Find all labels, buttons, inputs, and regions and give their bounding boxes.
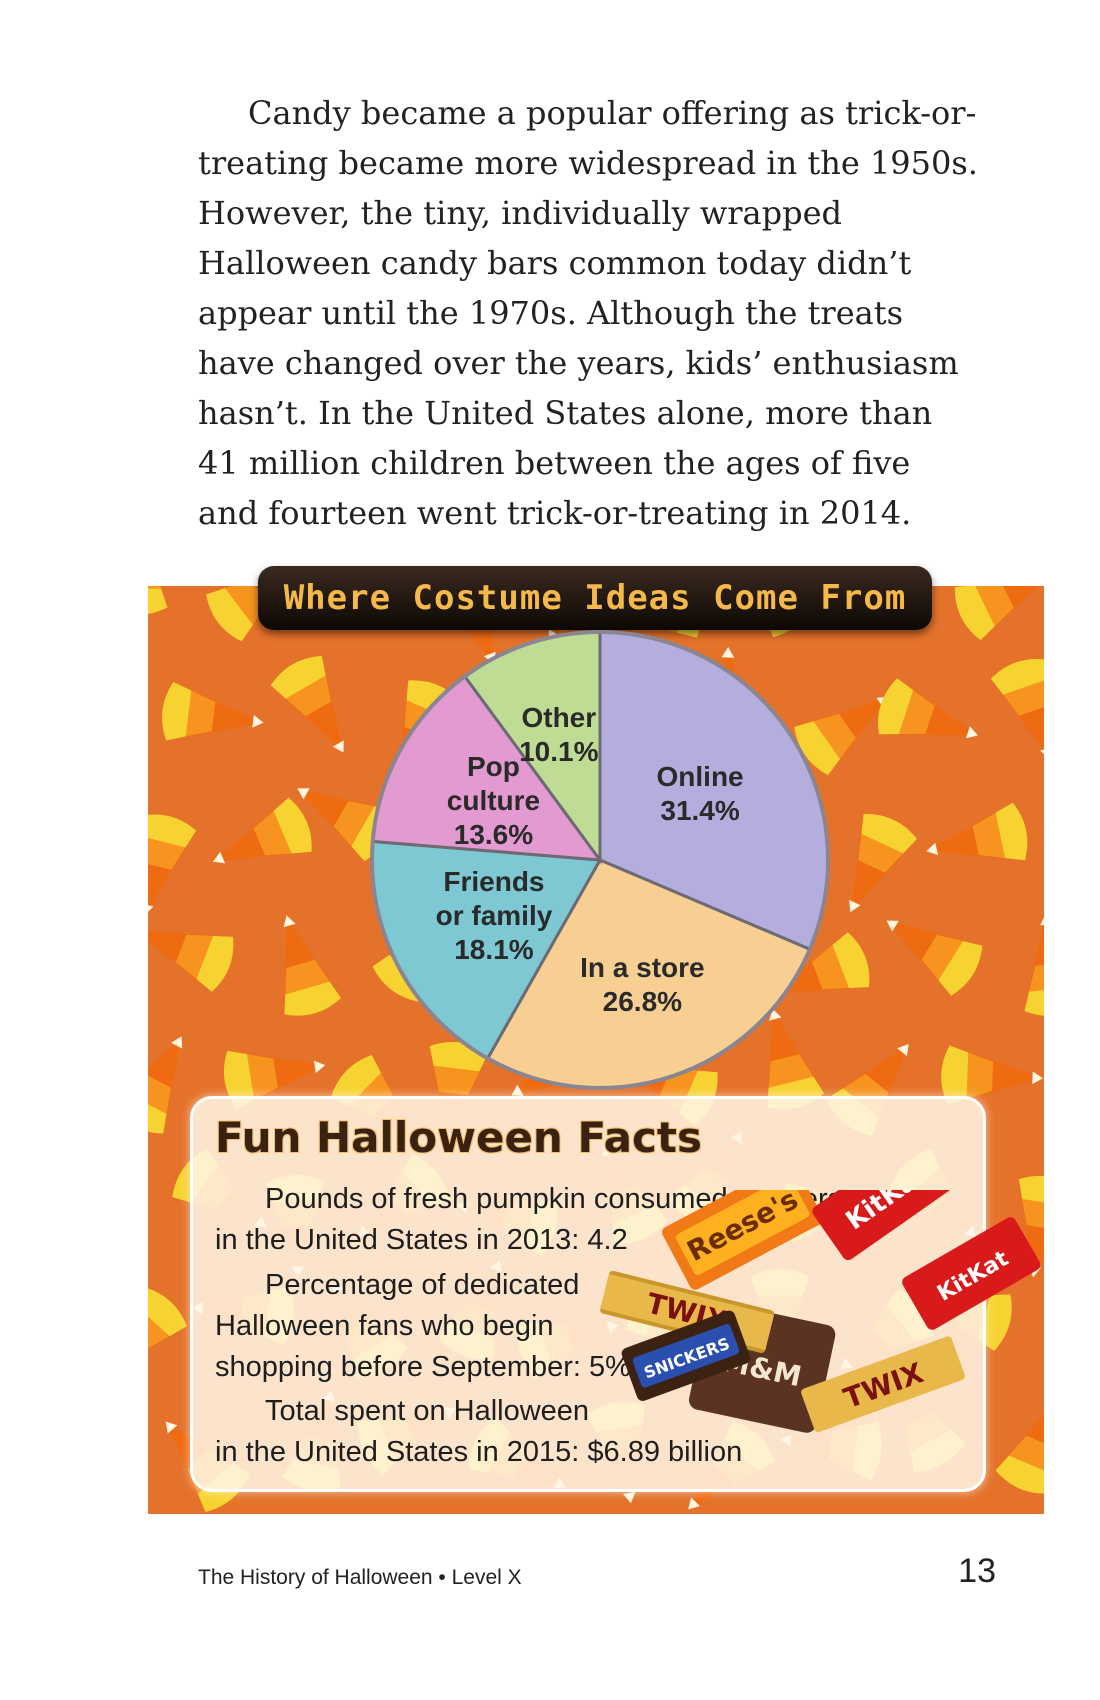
pie-slice-name: Other	[521, 701, 597, 733]
pie-slice-value: 13.6%	[453, 818, 534, 850]
pie-slice-value: 26.8%	[602, 986, 683, 1018]
pie-chart-svg	[370, 630, 830, 1090]
pie-chart	[360, 620, 840, 1100]
chart-title: Where Costume Ideas Come From	[258, 566, 932, 630]
fact-shopping: Percentage of dedicated Halloween fans w…	[215, 1265, 631, 1388]
pie-slice-label: Friends or family 18.1%	[436, 865, 553, 967]
fact-spending: Total spent on Halloween in the United S…	[215, 1391, 742, 1473]
fact-line: shopping before September: 5%	[215, 1351, 631, 1383]
candy-bars-image: Reese's KitKat M&M TWIX SNICKERS KitKat …	[600, 1190, 1040, 1433]
fact-line: in the United States in 2013: 4.2	[215, 1224, 628, 1256]
pie-slice-label: Online 31.4%	[657, 760, 744, 828]
pie-slice-name: Pop	[467, 750, 520, 782]
body-paragraph: Candy became a popular offering as trick…	[198, 94, 978, 532]
pie-slice-label: Other 10.1%	[519, 701, 598, 769]
reeses-wrapper: Reese's	[662, 1190, 824, 1290]
pie-slice-value: 31.4%	[660, 794, 740, 826]
kitkat-wrapper-2: KitKat	[902, 1217, 1040, 1330]
pie-slice-value: 10.1%	[519, 735, 599, 767]
pie-slice-name: or family	[435, 900, 553, 932]
pie-slice-label: In a store 26.8%	[580, 951, 704, 1019]
pie-slice-name: Online	[656, 760, 744, 792]
fun-facts-title: Fun Halloween Facts	[215, 1113, 702, 1162]
pie-slice-name: Friends	[443, 866, 545, 898]
page-number: 13	[958, 1552, 996, 1590]
kitkat-wrapper: KitKat	[812, 1190, 960, 1261]
fact-line: Percentage of dedicated	[265, 1269, 580, 1301]
fact-line: Halloween fans who begin	[215, 1310, 554, 1342]
fact-line: in the United States in 2015: $6.89 bill…	[215, 1436, 743, 1468]
pie-slice-name: culture	[446, 784, 541, 816]
fact-line: Total spent on Halloween	[265, 1395, 590, 1427]
pie-outline	[370, 630, 830, 1090]
pie-slice-value: 18.1%	[454, 934, 534, 966]
snickers-wrapper: SNICKERS	[621, 1310, 751, 1401]
pie-slice-label: Pop culture 13.6%	[447, 750, 540, 852]
pie-slice-name: In a store	[580, 952, 705, 984]
footer-book-title: The History of Halloween • Level X	[198, 1566, 522, 1589]
